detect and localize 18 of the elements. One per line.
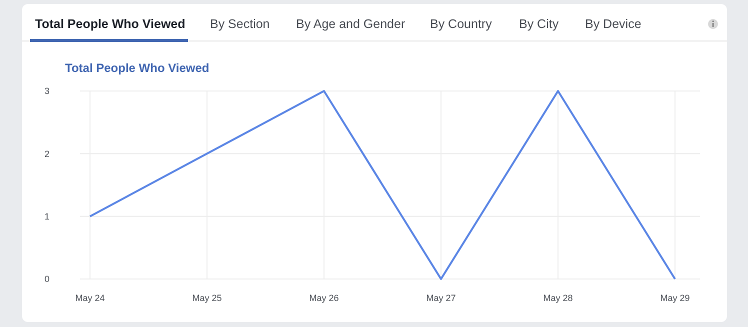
chart-title: Total People Who Viewed xyxy=(65,61,210,75)
x-tick-label: May 27 xyxy=(426,293,456,303)
x-tick-label: May 25 xyxy=(192,293,222,303)
y-tick-label: 1 xyxy=(44,211,50,222)
y-tick-label: 2 xyxy=(44,148,50,159)
x-tick-label: May 26 xyxy=(309,293,339,303)
x-tick-label: May 28 xyxy=(543,293,573,303)
y-tick-label: 3 xyxy=(44,86,50,96)
line-series xyxy=(89,90,676,280)
y-tick-label: 0 xyxy=(44,274,50,284)
text: Total People Who Viewed xyxy=(35,17,186,31)
text: By Age and Gender xyxy=(296,17,406,31)
text: By Section xyxy=(210,17,270,31)
x-tick-label: May 29 xyxy=(660,293,690,303)
text: By Country xyxy=(430,17,493,31)
x-tick-label: May 24 xyxy=(75,293,105,303)
text: By City xyxy=(519,17,560,31)
text: By Device xyxy=(585,17,642,31)
